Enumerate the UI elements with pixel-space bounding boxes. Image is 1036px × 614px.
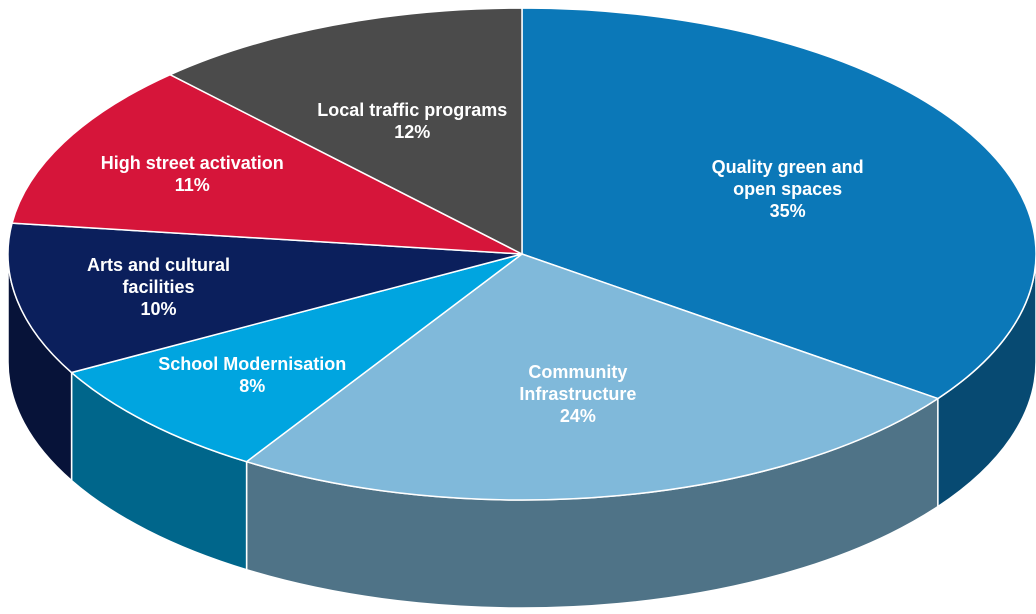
slice-label: High street activation 11%	[92, 152, 292, 196]
pie-slice	[11, 73, 523, 255]
value-label: 8%	[239, 376, 266, 397]
category-label: Arts and cultural facilities	[86, 255, 230, 298]
value-label: 24%	[559, 406, 596, 427]
slice-label: Community Infrastructure 24%	[478, 361, 678, 427]
category-label: High street activation	[100, 152, 284, 173]
value-label: 10%	[140, 299, 177, 320]
slice-label: Arts and cultural facilities 10%	[58, 254, 258, 320]
pie-slice	[521, 7, 1036, 400]
category-label: School Modernisation	[158, 354, 347, 375]
value-label: 35%	[769, 201, 806, 222]
value-label: 12%	[394, 122, 431, 143]
category-label: Quality green and open spaces	[711, 157, 864, 200]
pie-slice	[7, 222, 523, 374]
category-label: Local traffic programs	[317, 100, 508, 121]
pie-slice	[70, 253, 523, 463]
value-label: 11%	[174, 174, 210, 195]
pie-slice	[244, 253, 940, 501]
slice-label: Quality green and open spaces 35%	[688, 156, 888, 222]
category-label: Community Infrastructure	[519, 362, 637, 405]
pie-slice	[168, 7, 523, 256]
slice-label: Local traffic programs 12%	[312, 99, 512, 143]
slice-label: School Modernisation 8%	[152, 353, 352, 397]
